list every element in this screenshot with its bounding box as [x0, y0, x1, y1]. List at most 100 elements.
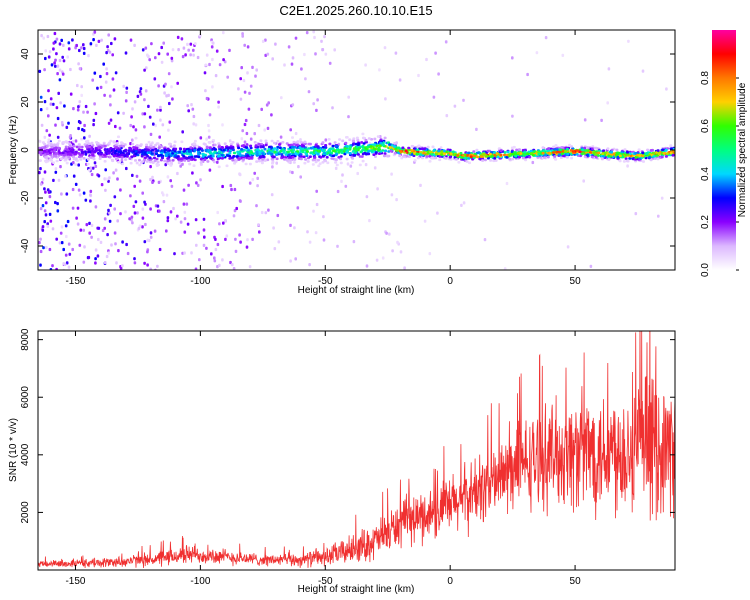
noise-cell: [186, 104, 189, 108]
ridge-cell: [151, 148, 154, 152]
noise-cell: [75, 43, 78, 48]
noise-cell: [266, 126, 270, 130]
ridge-cell: [634, 151, 638, 155]
noise-cell: [398, 78, 402, 82]
noise-cell: [77, 105, 80, 109]
noise-cell: [110, 41, 113, 46]
noise-cell: [170, 56, 174, 60]
noise-cell: [280, 96, 283, 100]
noise-cell: [162, 193, 165, 197]
ridge-cell: [117, 135, 120, 139]
noise-cell: [303, 52, 306, 57]
ridge-cell: [160, 145, 164, 148]
noise-cell: [105, 72, 109, 76]
ridge-cell: [543, 156, 546, 159]
noise-cell: [117, 249, 120, 253]
noise-cell: [167, 93, 170, 97]
noise-cell: [205, 53, 209, 57]
ridge-cell: [117, 160, 121, 164]
ridge-cell: [490, 155, 494, 158]
noise-cell: [203, 235, 206, 239]
noise-cell: [88, 231, 91, 235]
noise-cell: [114, 124, 117, 129]
ridge-cell: [139, 143, 143, 146]
ridge-cell: [155, 157, 159, 161]
noise-cell: [144, 222, 147, 227]
ridge-cell: [413, 152, 417, 155]
noise-cell: [248, 265, 252, 269]
noise-cell: [58, 241, 62, 245]
noise-cell: [52, 41, 56, 45]
ridge-cell: [222, 148, 226, 152]
ridge-cell: [283, 158, 286, 161]
ridge-cell: [291, 136, 294, 139]
noise-cell: [189, 53, 192, 57]
noise-cell: [46, 188, 50, 192]
noise-cell: [77, 62, 80, 66]
ridge-cell: [237, 146, 241, 150]
ridge-cell: [123, 154, 127, 158]
noise-cell: [58, 68, 62, 72]
noise-cell: [72, 161, 75, 165]
noise-cell: [432, 95, 436, 99]
noise-cell: [44, 56, 47, 61]
ridge-cell: [411, 145, 415, 148]
noise-cell: [103, 177, 106, 181]
noise-cell: [365, 264, 369, 268]
noise-cell: [97, 237, 100, 242]
noise-cell: [208, 62, 211, 67]
noise-cell: [347, 115, 350, 119]
ridge-cell: [107, 152, 111, 155]
noise-cell: [87, 255, 91, 260]
noise-cell: [112, 88, 116, 92]
noise-cell: [373, 166, 377, 170]
noise-cell: [600, 118, 603, 122]
noise-cell: [133, 257, 136, 261]
noise-cell: [71, 206, 75, 210]
noise-cell: [234, 249, 238, 253]
ridge-cell: [281, 148, 285, 151]
ridge-cell: [606, 151, 610, 155]
noise-cell: [234, 237, 237, 241]
noise-cell: [218, 263, 221, 267]
noise-cell: [296, 206, 300, 210]
ridge-cell: [289, 149, 293, 152]
noise-cell: [294, 36, 298, 40]
noise-cell: [213, 256, 216, 260]
ridge-cell: [324, 146, 328, 149]
noise-cell: [143, 98, 146, 102]
ridge-cell: [465, 154, 469, 157]
noise-cell: [208, 113, 212, 117]
noise-cell: [129, 194, 132, 198]
ridge-cell: [101, 144, 105, 148]
ridge-cell: [352, 142, 356, 145]
noise-cell: [271, 165, 274, 169]
ridge-cell: [550, 149, 554, 152]
ridge-cell: [163, 159, 167, 163]
noise-cell: [181, 251, 184, 255]
noise-cell: [634, 212, 638, 216]
noise-cell: [49, 102, 53, 106]
ridge-cell: [311, 163, 315, 166]
ridge-cell: [508, 153, 512, 156]
ridge-cell: [64, 157, 68, 160]
noise-cell: [97, 226, 101, 230]
ridge-cell: [539, 156, 543, 159]
ridge-cell: [205, 145, 209, 149]
ridge-cell: [451, 150, 455, 154]
noise-cell: [315, 108, 318, 112]
ridge-cell: [138, 158, 141, 162]
ridge-cell: [340, 151, 344, 154]
ridge-cell: [179, 147, 183, 151]
ridge-cell: [296, 150, 299, 153]
ridge-cell: [479, 155, 483, 158]
ridge-cell: [665, 152, 669, 155]
noise-cell: [53, 31, 57, 36]
ridge-cell: [377, 148, 381, 152]
noise-cell: [627, 39, 630, 43]
ridge-cell: [583, 146, 587, 150]
ridge-cell: [264, 143, 268, 147]
noise-cell: [248, 181, 252, 185]
noise-cell: [243, 90, 247, 94]
ridge-cell: [240, 148, 244, 151]
